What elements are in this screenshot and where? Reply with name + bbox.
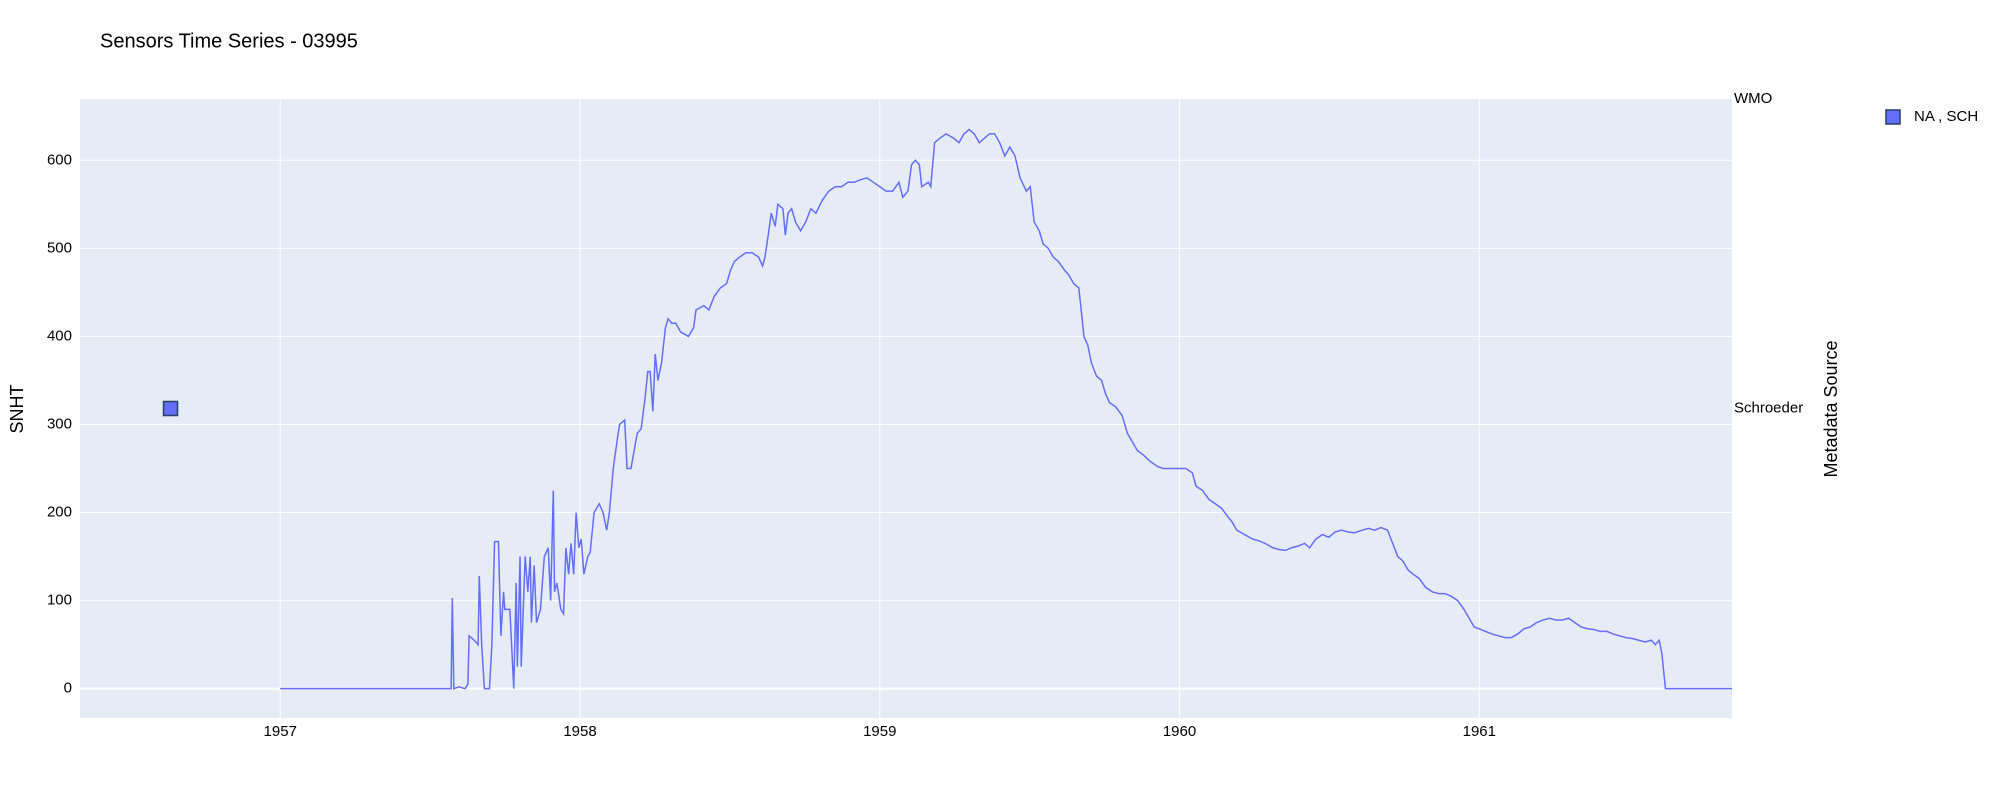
x-tick-label: 1957 — [264, 723, 297, 740]
y-tick-label: 400 — [47, 327, 72, 344]
plot-area — [80, 99, 1732, 718]
x-tick-label: 1959 — [863, 723, 896, 740]
y2-tick-label: WMO — [1734, 90, 1772, 107]
y2-tick-label: Schroeder — [1734, 399, 1803, 416]
y2-axis-title: Metadata Source — [1821, 340, 1841, 477]
x-tick-label: 1960 — [1163, 723, 1196, 740]
x-tick-label: 1961 — [1463, 723, 1496, 740]
x-tick-label: 1958 — [563, 723, 596, 740]
line — [280, 128, 1732, 690]
legend-swatch — [1885, 109, 1901, 125]
y-tick-label: 600 — [47, 151, 72, 168]
y-tick-label: 500 — [47, 239, 72, 256]
y-tick-label: 300 — [47, 415, 72, 432]
chart-title: Sensors Time Series - 03995 — [100, 30, 358, 52]
y-tick-label: 100 — [47, 592, 72, 609]
legend-label: NA , SCH — [1914, 108, 1978, 125]
y-axis-title: SNHT — [7, 384, 27, 433]
y-tick-label: 0 — [64, 680, 72, 697]
marker — [162, 400, 179, 417]
y-tick-label: 200 — [47, 504, 72, 521]
